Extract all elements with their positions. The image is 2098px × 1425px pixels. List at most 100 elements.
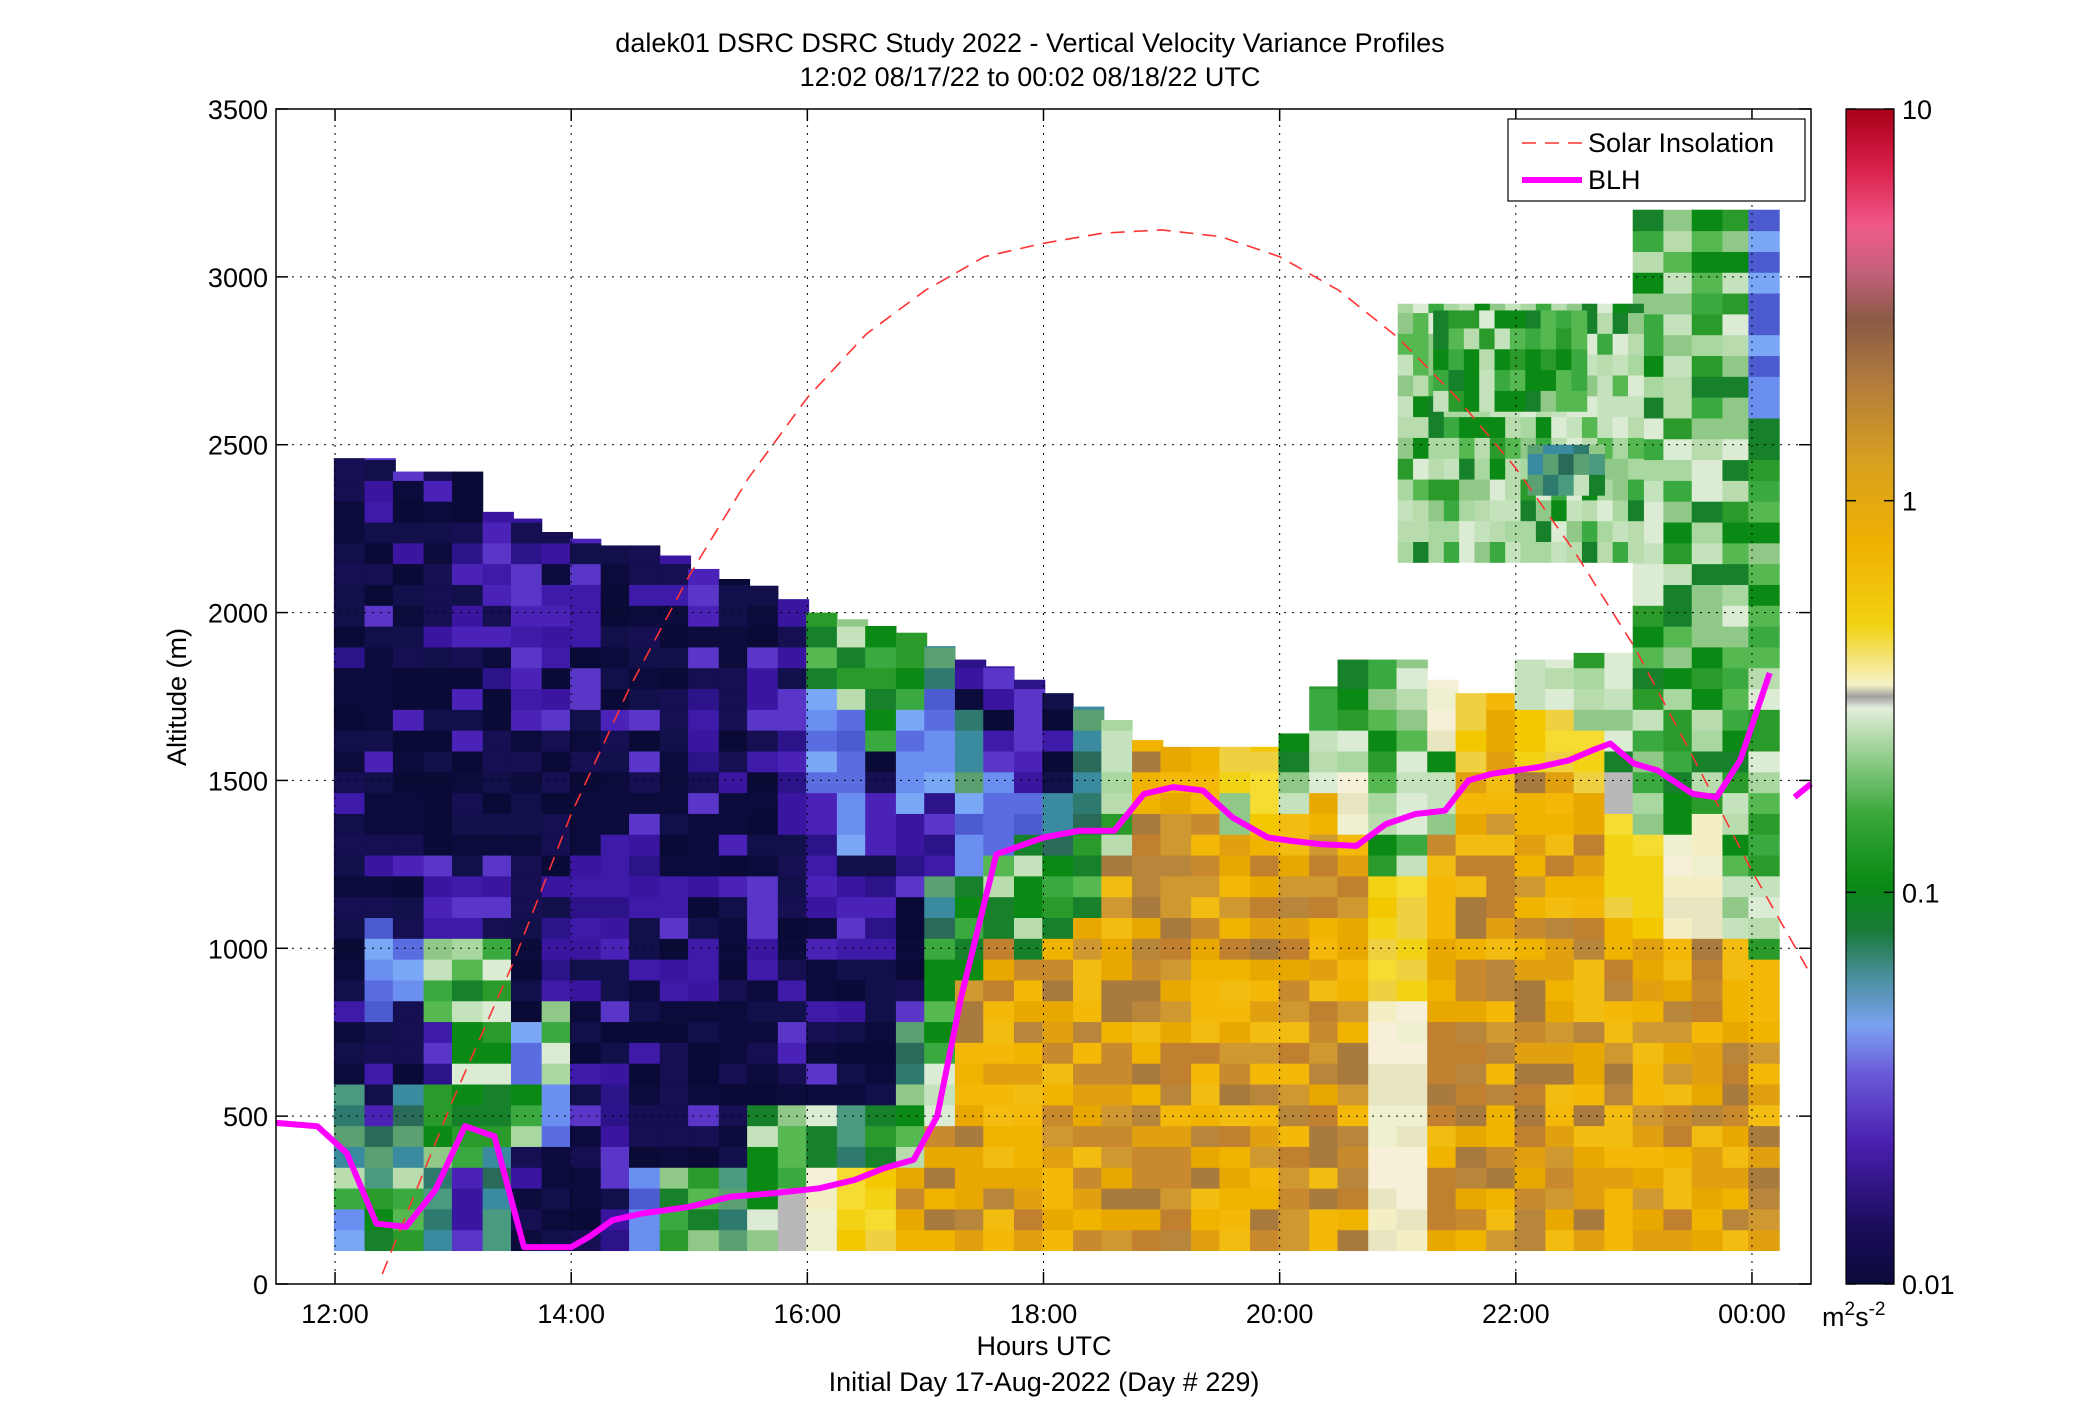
heatmap-cell	[1748, 1229, 1780, 1252]
heatmap-cell	[983, 750, 1015, 773]
heatmap-cell	[777, 938, 810, 960]
heatmap-cell	[718, 834, 751, 856]
heatmap-cell	[806, 1146, 838, 1168]
heatmap-cell	[924, 1063, 956, 1085]
heatmap-cell	[836, 1000, 869, 1023]
heatmap-cell	[1486, 1104, 1518, 1127]
heatmap-cell	[1250, 1208, 1282, 1231]
heatmap-cell	[570, 1167, 602, 1189]
heatmap-cell	[659, 1042, 692, 1064]
heatmap-cell	[1663, 979, 1695, 1002]
heatmap-cell	[1191, 746, 1223, 752]
heatmap-cell	[1309, 792, 1341, 814]
heatmap-cell	[1191, 1000, 1223, 1023]
heatmap-cell	[924, 896, 956, 918]
heatmap-cell	[1571, 369, 1588, 391]
heatmap-cell	[482, 1208, 514, 1231]
heatmap-cell	[629, 771, 661, 794]
heatmap-cell	[836, 730, 869, 752]
heatmap-cell	[747, 1146, 779, 1168]
heatmap-cell	[1219, 771, 1251, 794]
heatmap-cell	[541, 584, 573, 606]
heatmap-cell	[1463, 327, 1480, 350]
heatmap-cell	[1042, 1208, 1074, 1231]
heatmap-cell	[1535, 499, 1552, 522]
heatmap-cell	[1691, 417, 1724, 440]
heatmap-cell	[1160, 1063, 1192, 1085]
heatmap-cell	[1013, 1104, 1046, 1127]
heatmap-cell	[1337, 1104, 1369, 1127]
heatmap-cell	[1748, 1187, 1780, 1210]
heatmap-cell	[1337, 1083, 1369, 1106]
heatmap-cell	[1514, 834, 1546, 856]
heatmap-cell	[1545, 854, 1577, 877]
heatmap-cell	[392, 750, 425, 773]
heatmap-cell	[1433, 390, 1450, 412]
heatmap-cell	[806, 875, 838, 898]
heatmap-cell	[451, 626, 484, 648]
heatmap-cell	[1691, 480, 1724, 502]
heatmap-cell	[423, 709, 455, 731]
heatmap-cell	[1413, 354, 1430, 376]
heatmap-cell	[895, 1021, 928, 1043]
heatmap-cell	[1250, 1104, 1282, 1127]
heatmap-cell	[451, 667, 484, 690]
heatmap-cell	[482, 542, 514, 565]
heatmap-cell	[1627, 395, 1644, 418]
heatmap-cell	[423, 605, 455, 627]
heatmap-cell	[688, 1167, 720, 1189]
heatmap-cell	[1368, 1229, 1400, 1252]
heatmap-cell	[1396, 688, 1428, 710]
heatmap-cell	[570, 875, 602, 898]
heatmap-cell	[541, 730, 573, 752]
heatmap-cell	[895, 834, 928, 856]
heatmap-cell	[541, 896, 573, 918]
heatmap-cell	[1250, 792, 1282, 814]
heatmap-cell	[1219, 813, 1251, 835]
heatmap-cell	[718, 667, 751, 690]
heatmap-cell	[1486, 813, 1518, 835]
heatmap-cell	[1396, 1208, 1428, 1231]
heatmap-cell	[1525, 327, 1542, 350]
heatmap-cell	[1397, 354, 1414, 376]
heatmap-cell	[1486, 959, 1518, 981]
heatmap-cell	[983, 730, 1015, 752]
heatmap-cell	[659, 813, 692, 835]
heatmap-cell	[1691, 605, 1724, 627]
heatmap-cell	[1396, 959, 1428, 981]
heatmap-cell	[1250, 1000, 1282, 1023]
heatmap-cell	[806, 1104, 838, 1127]
heatmap-cell	[954, 854, 987, 877]
heatmap-cell	[1368, 1083, 1400, 1106]
heatmap-cell	[1160, 1208, 1192, 1231]
heatmap-cell	[1455, 1167, 1487, 1189]
heatmap-cell	[1459, 499, 1476, 522]
heatmap-cell	[1597, 541, 1614, 563]
heatmap-cell	[688, 1146, 720, 1168]
heatmap-cell	[1597, 354, 1614, 376]
heatmap-cell	[1663, 667, 1695, 690]
heatmap-cell	[1509, 348, 1526, 371]
heatmap-cell	[1013, 709, 1046, 731]
heatmap-cell	[747, 585, 779, 606]
heatmap-cell	[1632, 209, 1665, 232]
heatmap-cell	[1722, 1042, 1754, 1064]
heatmap-cell	[482, 1104, 514, 1127]
heatmap-cell	[392, 542, 425, 565]
heatmap-cell	[364, 542, 396, 565]
heatmap-cell	[1555, 369, 1572, 391]
heatmap-cell	[541, 1042, 573, 1064]
heatmap-cell	[629, 750, 661, 773]
heatmap-cell	[541, 1021, 573, 1043]
heatmap-cell	[1691, 1229, 1724, 1252]
heatmap-cell	[629, 959, 661, 981]
heatmap-cell	[1132, 1063, 1164, 1085]
heatmap-cell	[1604, 938, 1636, 960]
heatmap-cell	[333, 521, 366, 544]
heatmap-cell	[1397, 541, 1414, 563]
heatmap-cell	[482, 563, 514, 585]
heatmap-cell	[747, 979, 779, 1002]
heatmap-cell	[1219, 896, 1251, 918]
heatmap-cell	[1535, 416, 1552, 438]
heatmap-cell	[1278, 938, 1310, 960]
